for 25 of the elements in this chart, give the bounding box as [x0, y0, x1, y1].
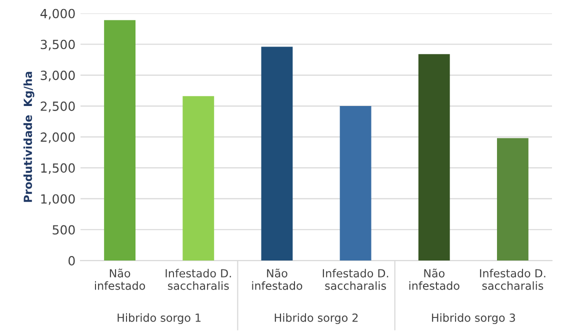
x-tick-label: Infestado D. saccharalis	[322, 268, 388, 290]
text: Hibrido sorgo 2	[274, 313, 358, 324]
x-tick-label: Infestado D. saccharalis	[480, 268, 546, 290]
bar	[261, 46, 293, 261]
y-tick-label: 1,500	[41, 163, 75, 174]
x-tick-label: Infestado D. saccharalis	[166, 268, 231, 290]
y-axis-title: Produtividade Kg/ha	[23, 72, 34, 202]
text: Hibrido sorgo 1	[118, 313, 201, 324]
x-tick-label: Não infestado	[409, 268, 460, 290]
y-tick-label: 1,000	[41, 194, 75, 205]
x-tick-label: Não infestado	[252, 268, 302, 290]
y-tick-label: 3,500	[40, 40, 75, 50]
bar	[418, 54, 450, 261]
text: Hibrido sorgo 3	[432, 313, 515, 324]
y-tick-label: 3,000	[40, 70, 75, 82]
y-tick-label: 500	[52, 225, 75, 235]
bar	[104, 20, 136, 261]
y-tick-label: 2,500	[40, 102, 75, 112]
bar	[340, 106, 372, 261]
y-tick-label: 2,000	[40, 132, 75, 144]
bar	[496, 138, 528, 261]
y-tick-label: 4,000	[40, 8, 75, 20]
y-tick-label: 0	[68, 256, 75, 266]
x-tick-label: Não infestado	[94, 268, 146, 290]
bar	[182, 96, 214, 261]
